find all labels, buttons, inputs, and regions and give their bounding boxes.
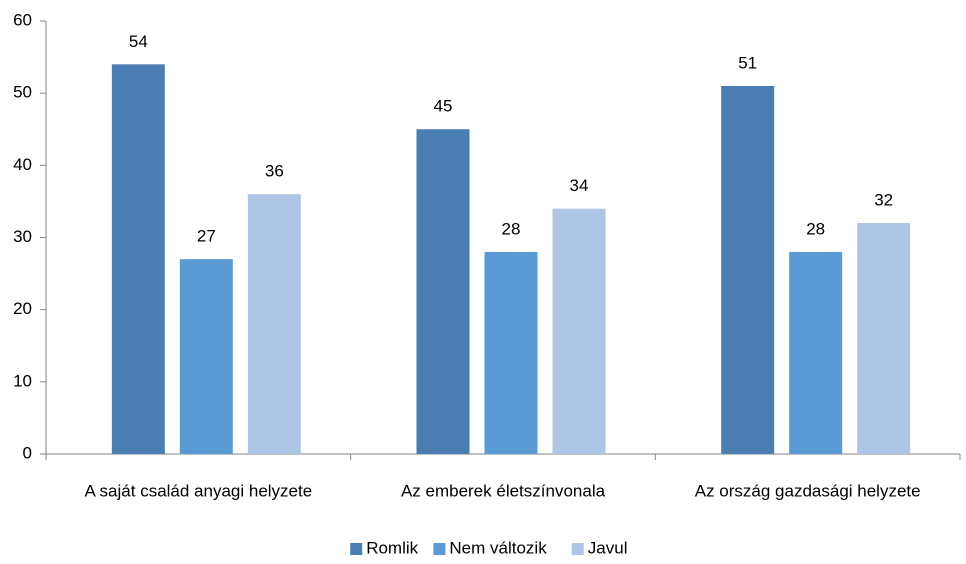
bar bbox=[247, 194, 301, 454]
y-tick-label: 10 bbox=[13, 371, 32, 390]
data-label: 32 bbox=[874, 191, 893, 210]
x-tick-label: Az emberek életszínvonala bbox=[401, 481, 606, 500]
legend-swatch bbox=[571, 543, 584, 555]
x-tick-label: Az ország gazdasági helyzete bbox=[695, 481, 921, 500]
bar bbox=[179, 259, 233, 454]
data-label: 28 bbox=[502, 219, 521, 238]
bar bbox=[857, 223, 911, 454]
x-tick-label: A saját család anyagi helyzete bbox=[84, 481, 312, 500]
y-tick-label: 30 bbox=[13, 227, 32, 246]
y-tick-label: 20 bbox=[13, 299, 32, 318]
y-tick-label: 40 bbox=[13, 155, 32, 174]
data-label: 45 bbox=[434, 97, 453, 116]
bar bbox=[789, 251, 843, 454]
data-label: 36 bbox=[265, 162, 284, 181]
legend-label: Nem változik bbox=[449, 538, 547, 557]
y-tick-label: 50 bbox=[13, 83, 32, 102]
data-label: 27 bbox=[197, 227, 216, 246]
bar bbox=[721, 85, 775, 454]
bar bbox=[552, 208, 606, 454]
legend-label: Romlik bbox=[366, 538, 418, 557]
legend-swatch bbox=[433, 543, 446, 555]
legend-label: Javul bbox=[588, 538, 628, 557]
bar bbox=[111, 64, 165, 455]
data-label: 28 bbox=[806, 219, 825, 238]
data-label: 34 bbox=[570, 176, 589, 195]
legend-swatch bbox=[350, 543, 363, 555]
bar bbox=[484, 251, 538, 454]
y-tick-label: 60 bbox=[13, 10, 32, 29]
data-label: 54 bbox=[129, 32, 148, 51]
y-tick-label: 0 bbox=[23, 443, 32, 462]
data-label: 51 bbox=[738, 53, 757, 72]
bar bbox=[416, 129, 470, 454]
